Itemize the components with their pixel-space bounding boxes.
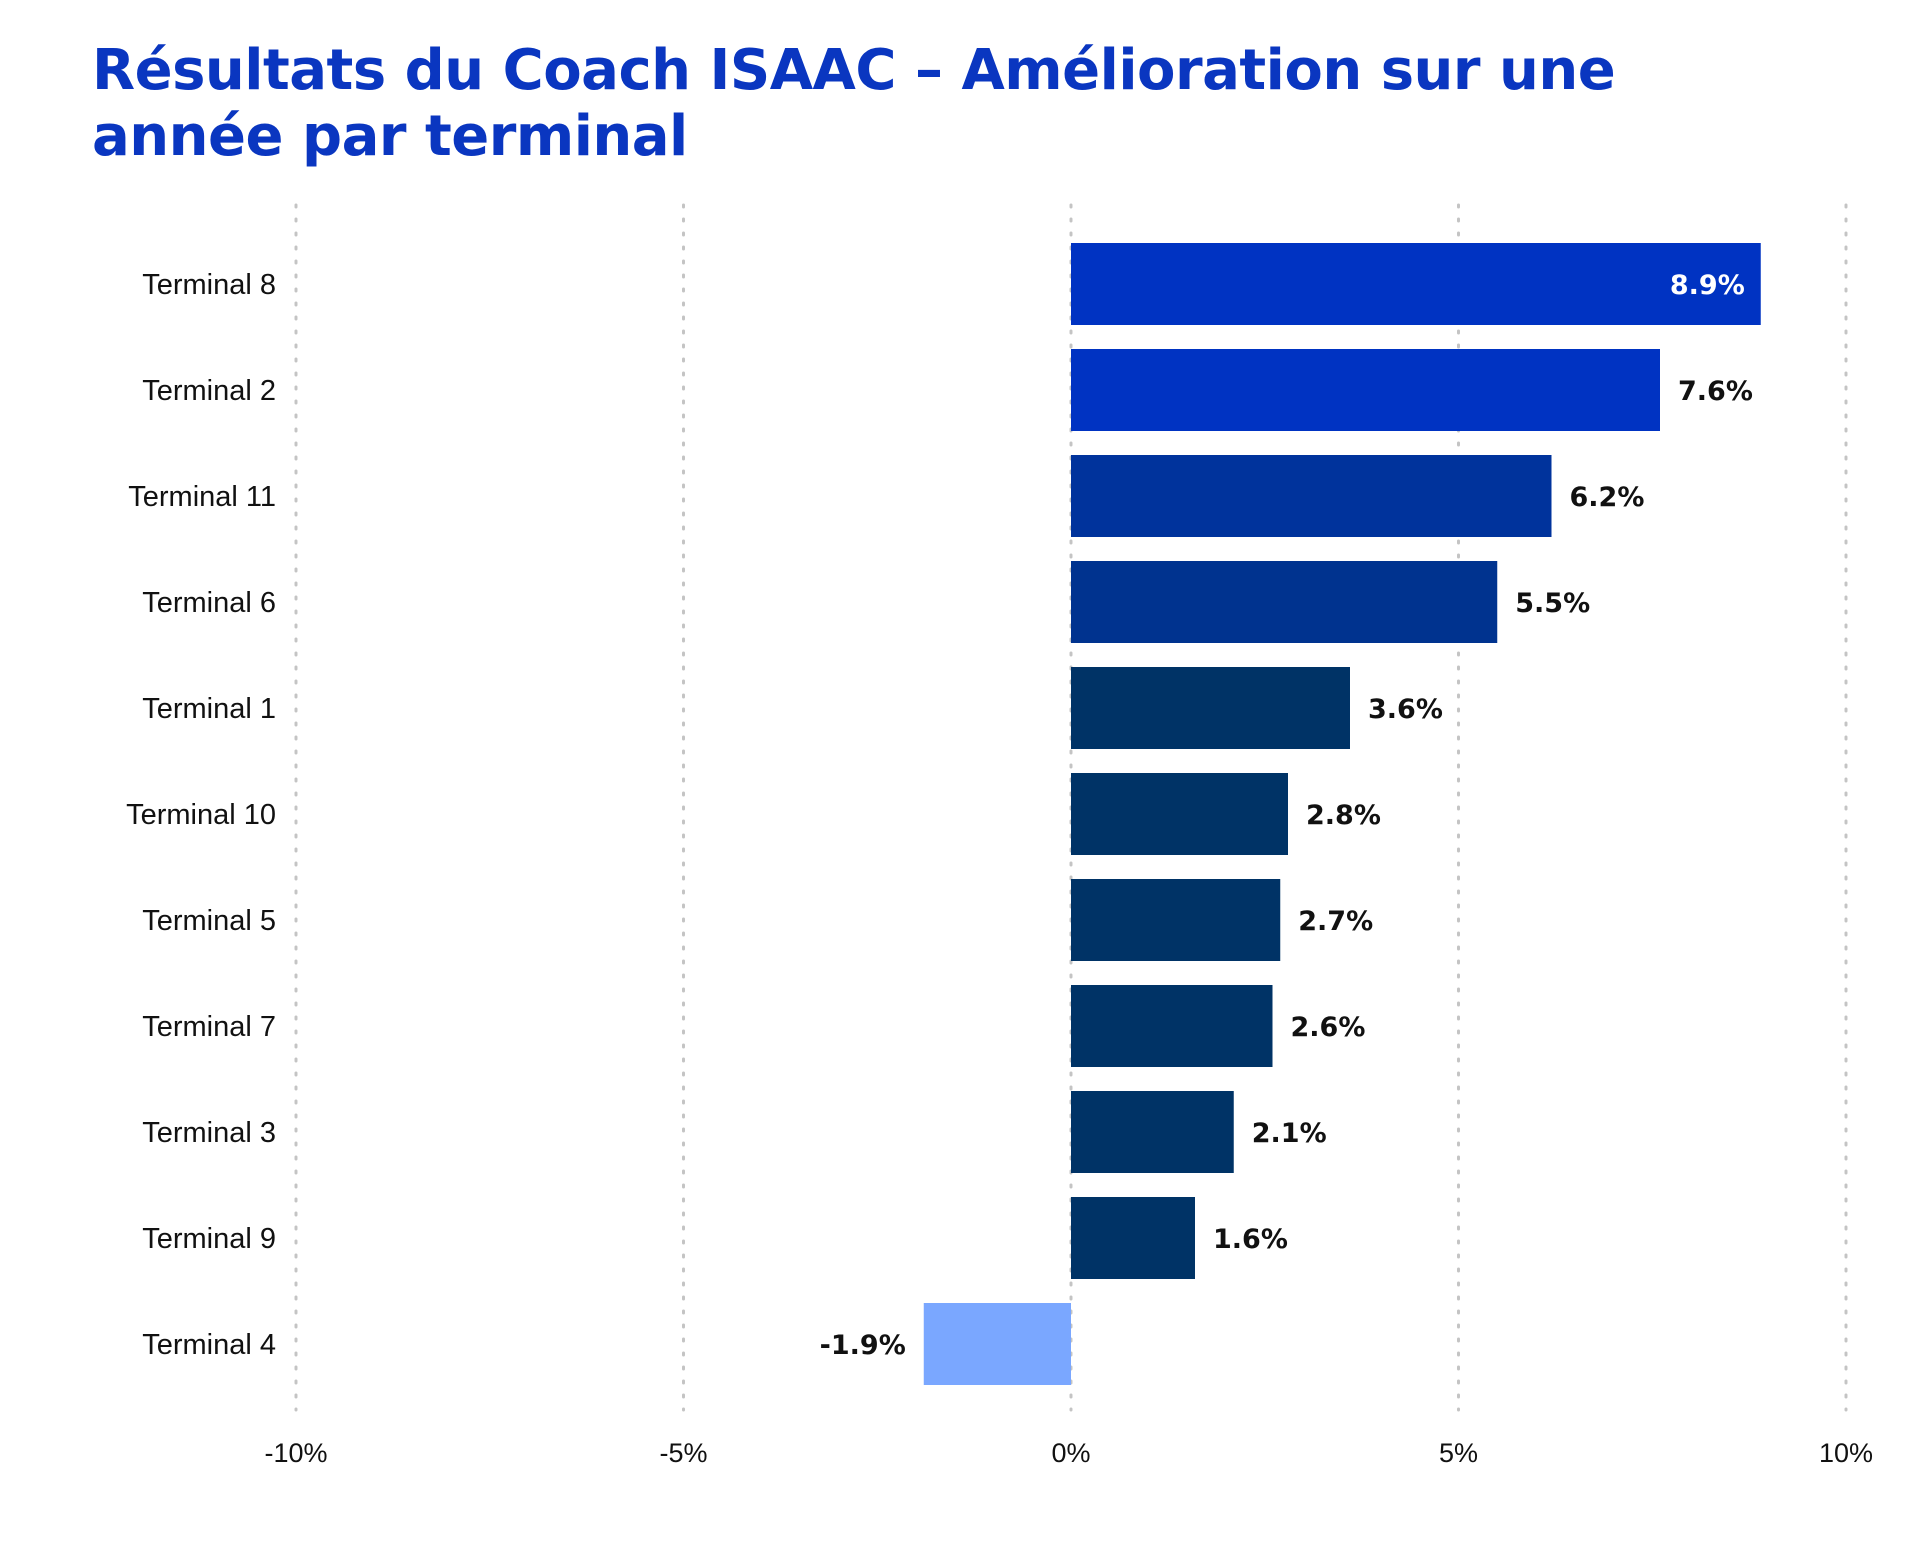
value-label: 3.6%	[1368, 694, 1443, 725]
x-tick-labels: -10% -5% 0% 5% 10%	[264, 1438, 1873, 1468]
bar	[1071, 879, 1281, 961]
x-tick-label: 10%	[1819, 1438, 1873, 1468]
x-tick-label: 0%	[1051, 1438, 1090, 1468]
bar	[1071, 1197, 1195, 1279]
value-label: 2.6%	[1291, 1012, 1366, 1043]
bar	[923, 1303, 1071, 1385]
bars	[923, 243, 1761, 1385]
bar	[1071, 455, 1552, 537]
bar	[1071, 773, 1288, 855]
value-label: 2.8%	[1306, 800, 1381, 831]
category-label: Terminal 3	[142, 1117, 276, 1149]
bar	[1071, 1091, 1234, 1173]
bar	[1071, 243, 1761, 325]
x-tick-label: -10%	[264, 1438, 327, 1468]
value-label: 8.9%	[1670, 270, 1745, 301]
bar	[1071, 561, 1498, 643]
category-label: Terminal 10	[126, 799, 276, 831]
bar	[1071, 985, 1273, 1067]
category-label: Terminal 2	[142, 375, 276, 407]
category-label: Terminal 6	[142, 587, 276, 619]
value-label: 2.1%	[1252, 1118, 1327, 1149]
value-label: 2.7%	[1298, 906, 1373, 937]
category-label: Terminal 4	[142, 1329, 276, 1361]
value-label: 1.6%	[1213, 1224, 1288, 1255]
value-label: -1.9%	[820, 1330, 906, 1361]
category-labels: Terminal 8 Terminal 2 Terminal 11 Terminal …	[126, 269, 276, 1361]
value-labels: 8.9% 7.6% 6.2% 5.5% 3.6% 2.8% 2.7% 2.6% 2.1% 1.6%…	[820, 270, 1753, 1361]
value-label: 7.6%	[1678, 376, 1753, 407]
bar	[1071, 667, 1350, 749]
category-label: Terminal 7	[142, 1011, 276, 1043]
category-label: Terminal 1	[142, 693, 276, 725]
category-label: Terminal 9	[142, 1223, 276, 1255]
category-label: Terminal 11	[128, 481, 276, 513]
chart-title: Résultats du Coach ISAAC – Amélioration …	[92, 38, 1616, 169]
x-tick-label: 5%	[1439, 1438, 1478, 1468]
category-label: Terminal 5	[142, 905, 276, 937]
value-label: 6.2%	[1570, 482, 1645, 513]
bar	[1071, 349, 1660, 431]
category-label: Terminal 8	[142, 269, 276, 301]
value-label: 5.5%	[1515, 588, 1590, 619]
x-tick-label: -5%	[659, 1438, 707, 1468]
